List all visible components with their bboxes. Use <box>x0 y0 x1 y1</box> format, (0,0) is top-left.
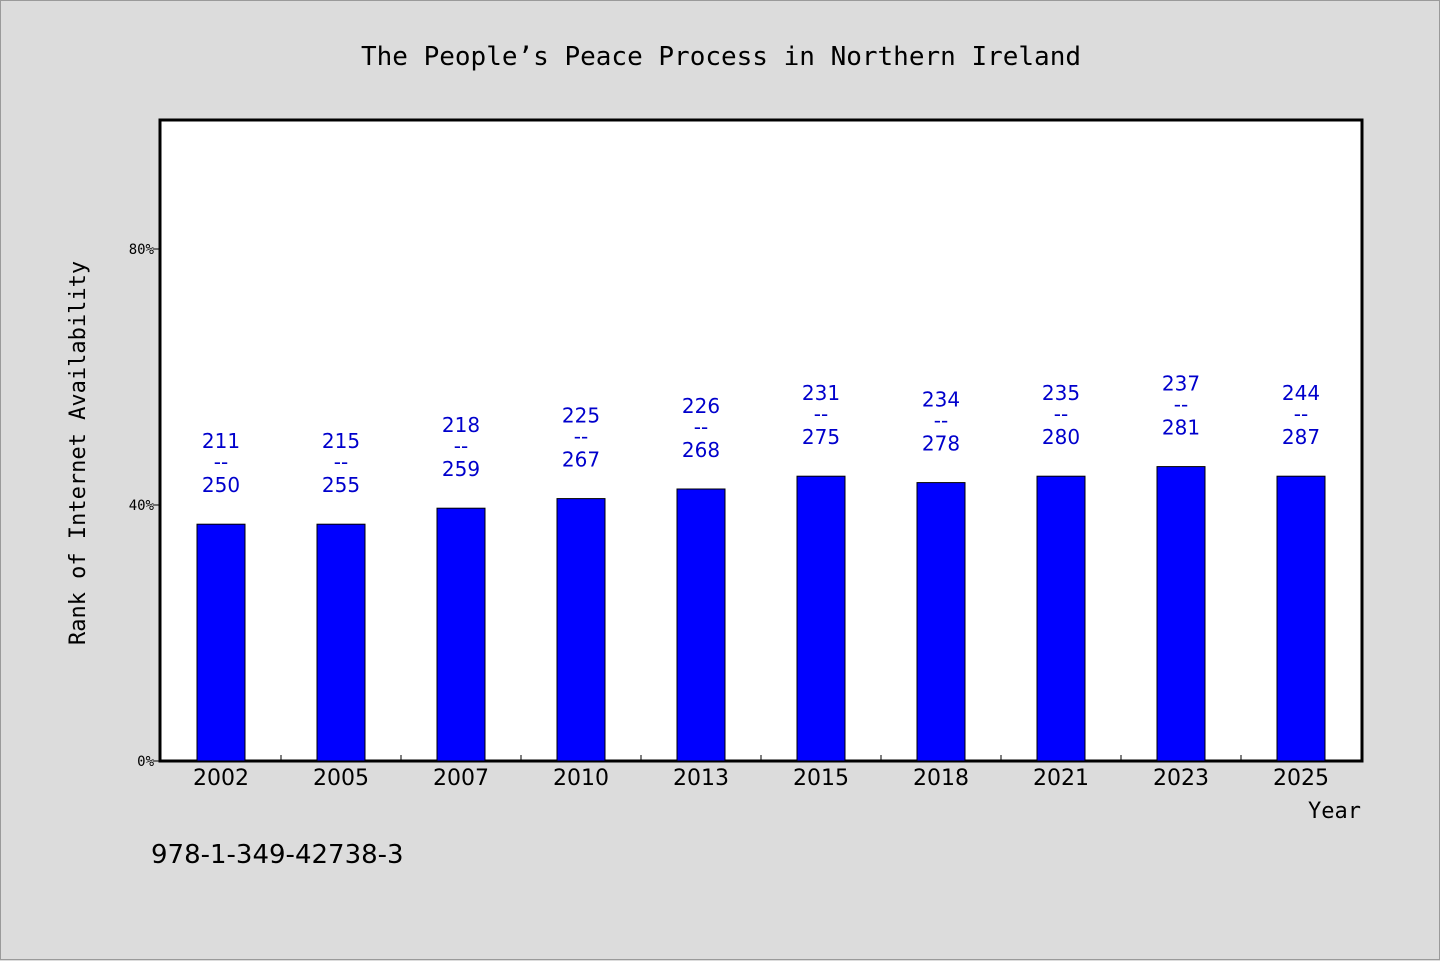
bar-labels: 211--250215--255218--259225--267226--268… <box>202 372 1320 498</box>
bar-label-2007: 218--259 <box>442 413 480 481</box>
bar-label-high: 255 <box>322 473 360 497</box>
bar-label-high: 278 <box>922 432 960 456</box>
footnote-isbn: 978-1-349-42738-3 <box>151 840 404 870</box>
bar-label-low: 235 <box>1042 381 1080 405</box>
y-tick-label: 0% <box>137 754 154 770</box>
bar-label-high: 268 <box>682 438 720 462</box>
bar-label-low: 244 <box>1282 381 1320 405</box>
x-tick-label: 2010 <box>553 766 609 791</box>
bar-label-2005: 215--255 <box>322 429 360 497</box>
bar-label-sep: -- <box>1294 402 1308 426</box>
bar-label-high: 259 <box>442 457 480 481</box>
bar-label-low: 234 <box>922 388 960 412</box>
bar-label-2023: 237--281 <box>1162 372 1200 440</box>
bar-label-2021: 235--280 <box>1042 381 1080 449</box>
bar-label-high: 267 <box>562 448 600 472</box>
x-tick-label: 2015 <box>793 766 849 791</box>
bar-label-high: 287 <box>1282 425 1320 449</box>
x-tick-label: 2025 <box>1273 766 1329 791</box>
bar-label-low: 225 <box>562 404 600 428</box>
chart-title: The People’s Peace Process in Northern I… <box>361 42 1081 72</box>
bar-label-low: 215 <box>322 429 360 453</box>
bar-label-2018: 234--278 <box>922 388 960 456</box>
bar-label-high: 275 <box>802 425 840 449</box>
x-tick-label: 2021 <box>1033 766 1089 791</box>
bars <box>196 466 1326 762</box>
y-tick-label: 80% <box>129 242 155 258</box>
x-tick-label: 2002 <box>193 766 249 791</box>
bar-label-sep: -- <box>214 450 228 474</box>
bar-label-low: 226 <box>682 394 720 418</box>
x-tick-label: 2018 <box>913 766 969 791</box>
bar-label-2025: 244--287 <box>1282 381 1320 449</box>
y-tick-label: 40% <box>129 498 155 514</box>
bar-label-high: 280 <box>1042 425 1080 449</box>
bar-label-sep: -- <box>934 409 948 433</box>
bar-label-low: 218 <box>442 413 480 437</box>
bar-label-2010: 225--267 <box>562 404 600 472</box>
bar-label-high: 250 <box>202 473 240 497</box>
bar-label-sep: -- <box>1174 393 1188 417</box>
x-tick-label: 2023 <box>1153 766 1209 791</box>
bar-2007 <box>436 507 486 762</box>
bar-label-sep: -- <box>694 415 708 439</box>
bar-label-sep: -- <box>454 434 468 458</box>
bar-label-2015: 231--275 <box>802 381 840 449</box>
bar-2005 <box>316 523 366 762</box>
bar-2018 <box>916 482 966 762</box>
x-axis-title: Year <box>1308 799 1361 824</box>
bar-label-sep: -- <box>1054 402 1068 426</box>
bar-label-high: 281 <box>1162 416 1200 440</box>
x-axis: 2002 2005 2007 2010 2013 2015 2018 2021 2023 2025 <box>193 755 1329 791</box>
bar-2021 <box>1036 475 1086 762</box>
bar-label-2002: 211--250 <box>202 429 240 497</box>
bar-label-sep: -- <box>814 402 828 426</box>
y-axis-title: Rank of Internet Availability <box>66 261 91 645</box>
bar-label-low: 231 <box>802 381 840 405</box>
bar-label-sep: -- <box>574 425 588 449</box>
x-tick-label: 2007 <box>433 766 489 791</box>
x-tick-label: 2013 <box>673 766 729 791</box>
bar-label-sep: -- <box>334 450 348 474</box>
bar-2023 <box>1156 466 1206 762</box>
x-tick-label: 2005 <box>313 766 369 791</box>
bar-2002 <box>196 523 246 762</box>
bar-label-2013: 226--268 <box>682 394 720 462</box>
bar-2013 <box>676 488 726 762</box>
y-axis: 0% 40% 80% <box>129 242 161 770</box>
bar-2025 <box>1276 475 1326 762</box>
bar-2010 <box>556 498 606 762</box>
bar-label-low: 237 <box>1162 372 1200 396</box>
bar-2015 <box>796 475 846 762</box>
bar-label-low: 211 <box>202 429 240 453</box>
